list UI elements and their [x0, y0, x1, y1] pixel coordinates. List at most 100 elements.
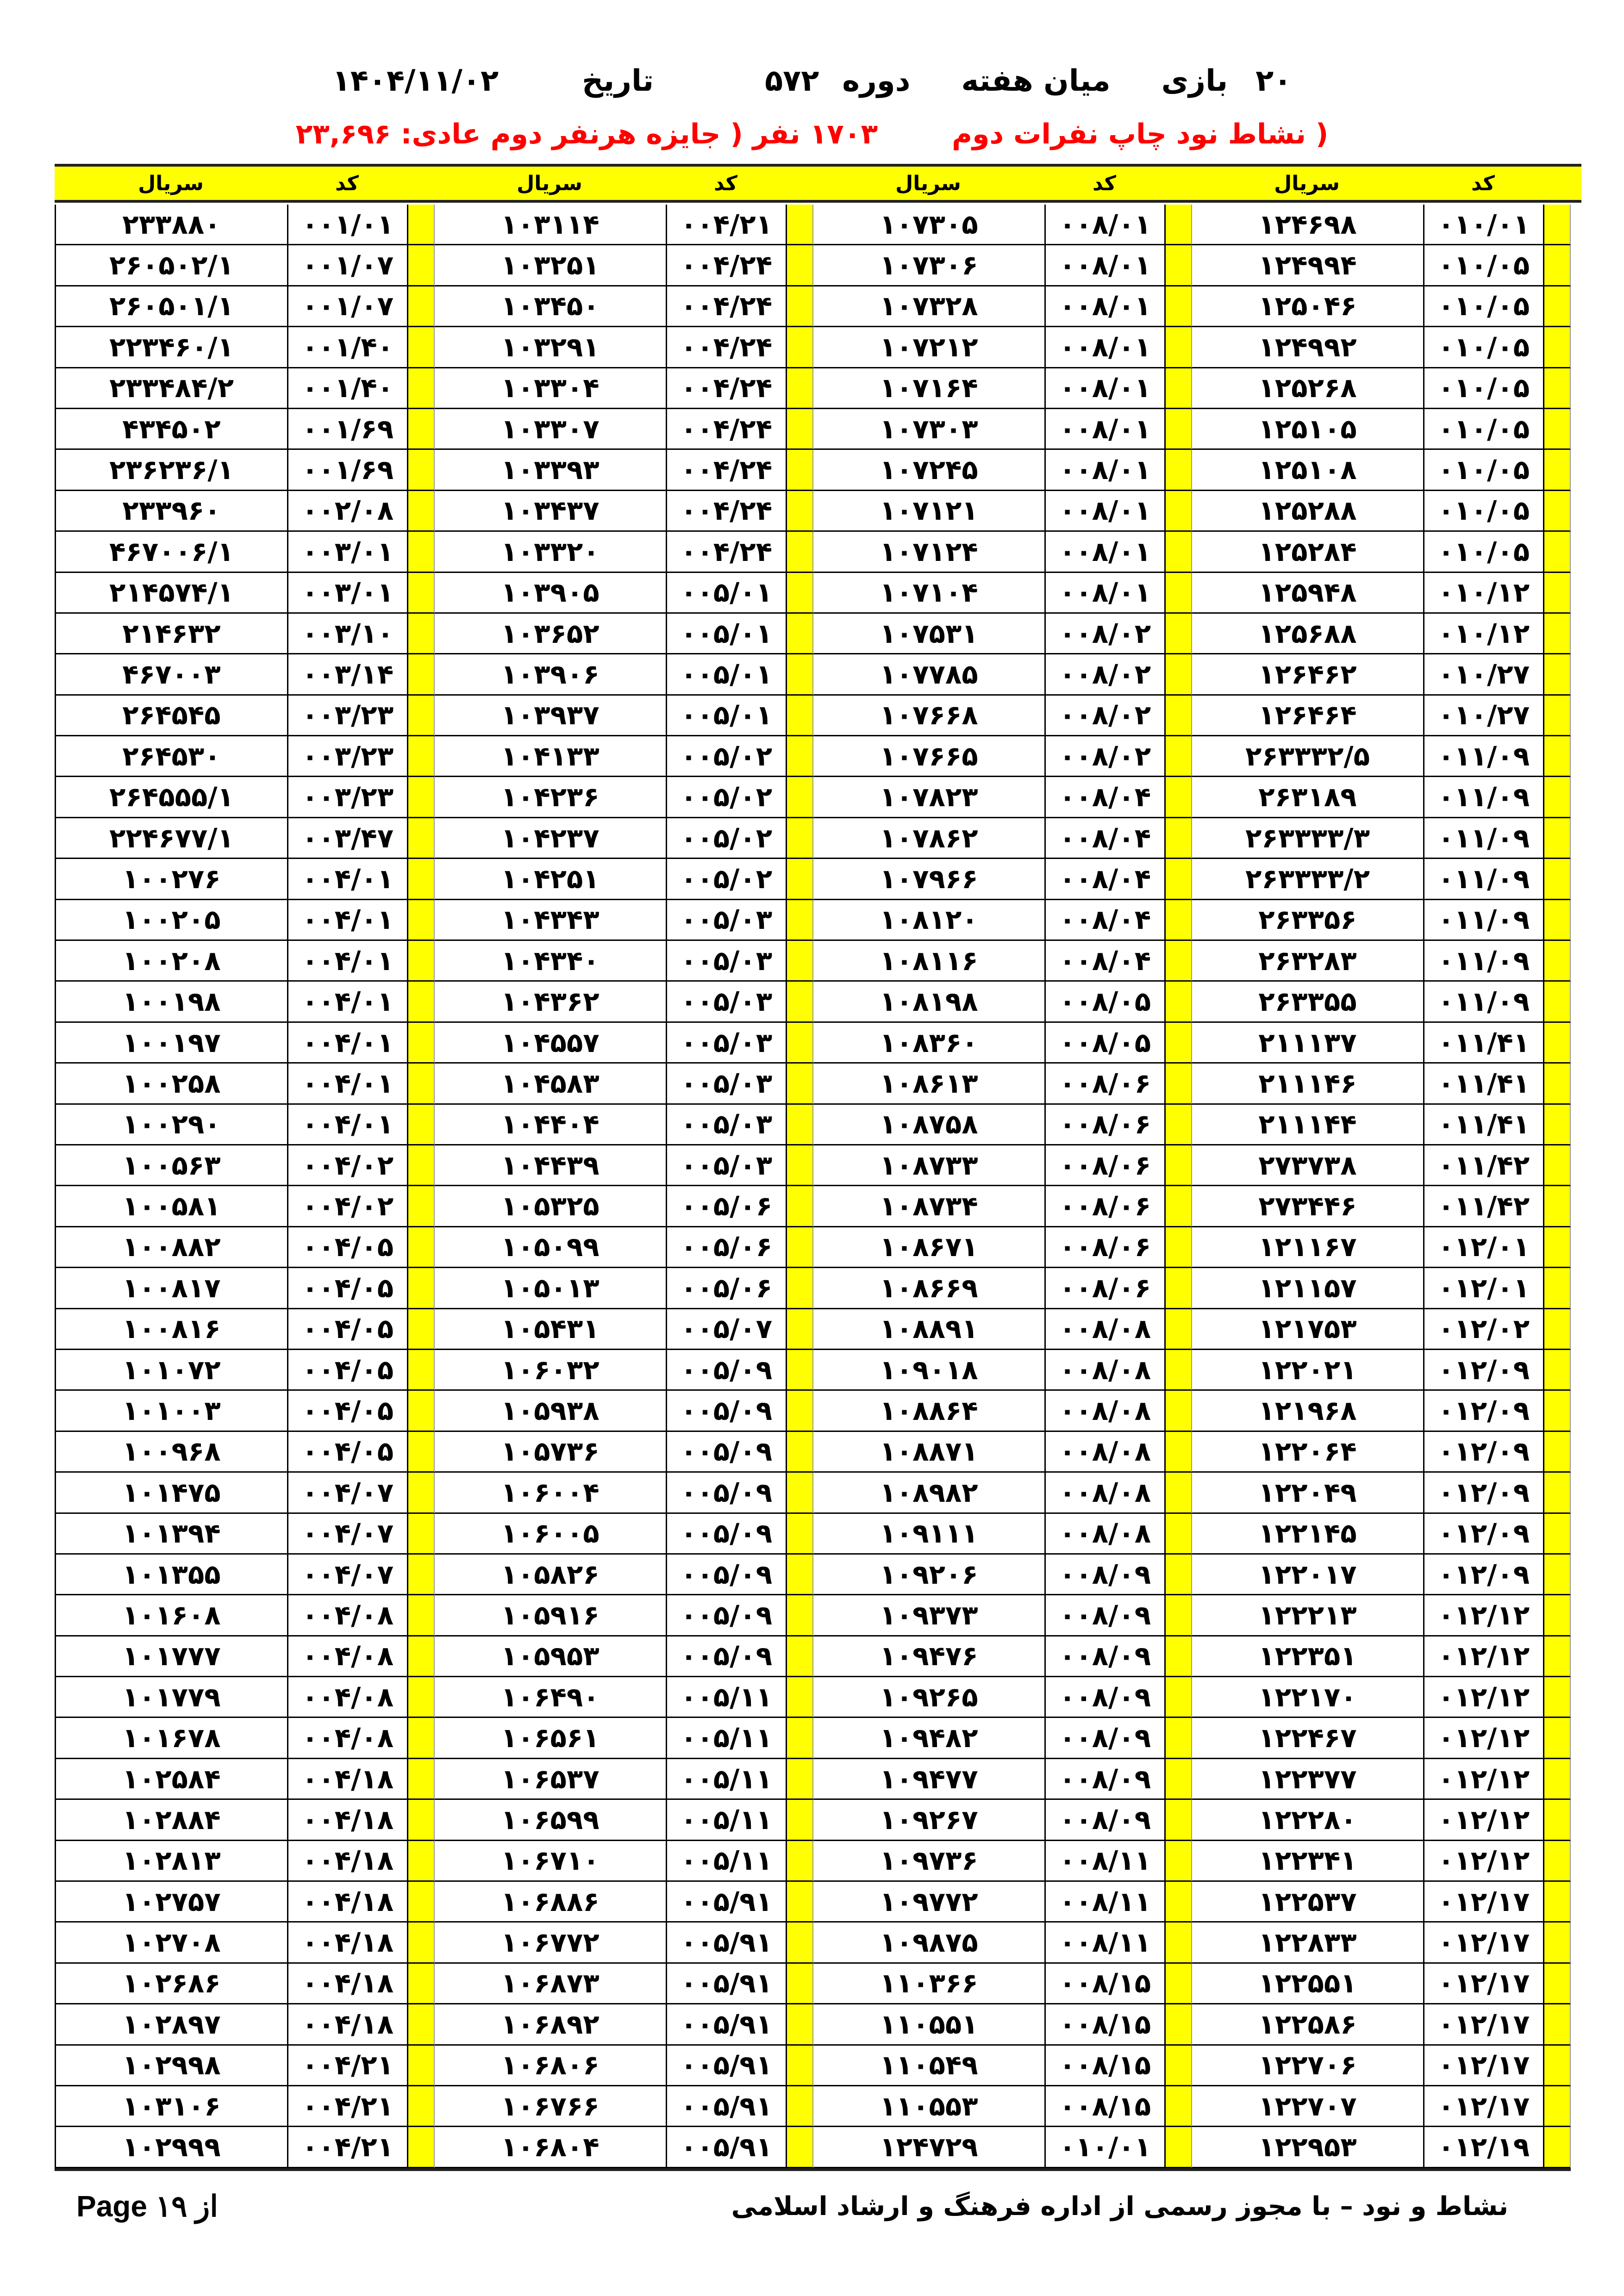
code-cell: ۰۱۱/۴۲	[1424, 1145, 1544, 1187]
highlight-column-cell	[787, 2004, 813, 2046]
serial-cell: ۱۲۲۱۷۰	[1192, 1677, 1424, 1718]
highlight-column-cell	[1544, 368, 1571, 409]
highlight-column-cell	[1544, 1636, 1571, 1678]
serial-cell: ۱۲۵۰۴۶	[1192, 286, 1424, 328]
highlight-column-cell	[1166, 1064, 1192, 1105]
serial-cell: ۱۲۲۷۰۶	[1192, 2045, 1424, 2086]
serial-cell: ۲۲۳۴۶۰/۱	[56, 327, 288, 368]
code-cell: ۰۰۱/۰۷	[288, 245, 408, 286]
code-cell: ۰۰۸/۰۶	[1046, 1186, 1166, 1227]
serial-cell: ۱۱۰۳۶۶	[813, 1963, 1046, 2005]
code-cell: ۰۰۵/۰۱	[667, 572, 787, 614]
highlight-column-cell	[1544, 2086, 1571, 2128]
highlight-column-cell	[408, 572, 435, 614]
code-cell: ۰۰۵/۰۳	[667, 941, 787, 982]
serial-cell: ۱۰۲۵۸۴	[56, 1759, 288, 1800]
serial-cell: ۱۰۸۳۶۰	[813, 1022, 1046, 1064]
serial-cell: ۱۰۰۸۸۲	[56, 1227, 288, 1269]
highlight-column-cell	[408, 1104, 435, 1145]
serial-cell: ۱۰۰۱۹۷	[56, 1022, 288, 1064]
highlight-column-cell	[1544, 1391, 1571, 1432]
serial-cell: ۱۰۳۳۲۰	[435, 532, 667, 573]
serial-cell: ۱۰۹۴۷۶	[813, 1636, 1046, 1678]
serial-cell: ۱۰۳۳۰۴	[435, 368, 667, 409]
code-cell: ۰۰۴/۰۸	[288, 1636, 408, 1678]
serial-cell: ۱۰۸۷۳۴	[813, 1186, 1046, 1227]
highlight-column-cell	[408, 1227, 435, 1269]
code-cell: ۰۰۴/۰۱	[288, 982, 408, 1023]
code-cell: ۰۱۲/۱۲	[1424, 1718, 1544, 1759]
serial-cell: ۱۰۸۶۶۹	[813, 1268, 1046, 1309]
serial-cell: ۱۰۴۳۶۲	[435, 982, 667, 1023]
serial-cell: ۲۳۳۸۸۰	[56, 205, 288, 246]
code-cell: ۰۱۲/۱۷	[1424, 1963, 1544, 2005]
code-cell: ۰۰۸/۰۸	[1046, 1309, 1166, 1350]
serial-cell: ۱۱۰۵۴۹	[813, 2045, 1046, 2086]
serial-cell: ۱۰۹۴۸۲	[813, 1718, 1046, 1759]
serial-cell: ۱۰۴۱۳۳	[435, 736, 667, 778]
code-cell: ۰۰۳/۱۴	[288, 654, 408, 696]
code-cell: ۰۰۵/۰۹	[667, 1473, 787, 1514]
code-cell: ۰۰۸/۰۹	[1046, 1636, 1166, 1678]
serial-cell: ۱۰۰۵۸۱	[56, 1186, 288, 1227]
code-cell: ۰۰۸/۱۱	[1046, 1882, 1166, 1923]
highlight-column-cell	[408, 245, 435, 286]
highlight-column-cell	[408, 532, 435, 573]
highlight-column-cell	[787, 1186, 813, 1227]
highlight-column-cell	[1544, 613, 1571, 655]
serial-cell: ۱۰۷۵۳۱	[813, 613, 1046, 655]
serial-cell: ۱۰۷۳۰۳	[813, 409, 1046, 450]
code-cell: ۰۰۴/۲۴	[667, 286, 787, 328]
code-cell: ۰۰۱/۰۱	[288, 205, 408, 246]
highlight-column-cell	[1166, 327, 1192, 368]
code-cell: ۰۰۴/۱۸	[288, 2004, 408, 2046]
highlight-column-cell	[408, 777, 435, 818]
serial-cell: ۱۰۶۷۷۲	[435, 1923, 667, 1964]
highlight-column-cell	[1544, 1923, 1571, 1964]
highlight-column-cell	[787, 1268, 813, 1309]
code-cell: ۰۱۲/۱۲	[1424, 1800, 1544, 1841]
serial-cell: ۱۰۰۸۱۷	[56, 1268, 288, 1309]
header-serial: سریال	[895, 171, 961, 195]
highlight-column-cell	[787, 245, 813, 286]
highlight-column-cell	[1166, 409, 1192, 450]
highlight-column-cell	[787, 1064, 813, 1105]
highlight-column-cell	[1166, 245, 1192, 286]
serial-cell: ۱۰۷۱۲۴	[813, 532, 1046, 573]
highlight-column-cell	[787, 1595, 813, 1636]
header-code: کد	[1093, 171, 1117, 195]
highlight-column-cell	[1544, 1309, 1571, 1350]
code-cell: ۰۱۱/۰۹	[1424, 777, 1544, 818]
highlight-column-cell	[787, 1145, 813, 1187]
serial-cell: ۲۶۴۵۳۰	[56, 736, 288, 778]
serial-cell: ۱۰۶۷۶۶	[435, 2086, 667, 2128]
serial-cell: ۱۰۴۲۳۷	[435, 818, 667, 859]
highlight-column-cell	[1166, 613, 1192, 655]
serial-cell: ۱۰۴۲۳۶	[435, 777, 667, 818]
highlight-column-cell	[787, 1431, 813, 1473]
serial-cell: ۱۱۰۵۵۱	[813, 2004, 1046, 2046]
highlight-column-cell	[1544, 2004, 1571, 2046]
highlight-column-cell	[408, 654, 435, 696]
code-cell: ۰۰۵/۰۹	[667, 1431, 787, 1473]
highlight-column-cell	[1544, 777, 1571, 818]
code-cell: ۰۰۸/۰۹	[1046, 1800, 1166, 1841]
code-cell: ۰۰۵/۰۳	[667, 1022, 787, 1064]
serial-cell: ۱۰۸۶۱۳	[813, 1064, 1046, 1105]
serial-cell: ۱۰۷۶۶۵	[813, 736, 1046, 778]
highlight-column-cell	[787, 491, 813, 532]
highlight-column-cell	[408, 1064, 435, 1105]
code-cell: ۰۰۵/۹۱	[667, 1963, 787, 2005]
highlight-column-cell	[787, 1677, 813, 1718]
highlight-column-cell	[408, 2086, 435, 2128]
serial-cell: ۱۰۷۱۰۴	[813, 572, 1046, 614]
code-cell: ۰۰۵/۹۱	[667, 2086, 787, 2128]
highlight-column-cell	[787, 818, 813, 859]
serial-cell: ۱۰۱۷۷۷	[56, 1636, 288, 1678]
highlight-column-cell	[1544, 532, 1571, 573]
highlight-column-cell	[1544, 1145, 1571, 1187]
serial-cell: ۱۰۸۸۹۱	[813, 1309, 1046, 1350]
serial-cell: ۱۰۰۲۹۰	[56, 1104, 288, 1145]
highlight-column-cell	[1166, 1800, 1192, 1841]
highlight-column-cell	[1166, 818, 1192, 859]
